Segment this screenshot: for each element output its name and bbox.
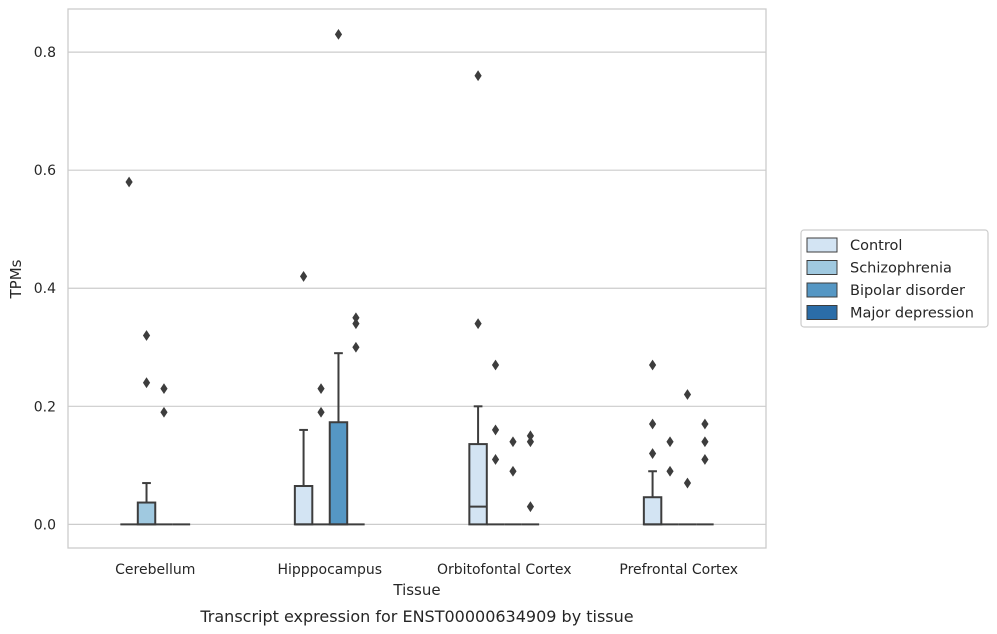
y-tick-label: 0.0 <box>34 517 56 533</box>
y-tick-label: 0.6 <box>34 163 56 179</box>
legend-items: Control Schizophrenia Bipolar disorder Majo… <box>806 237 974 322</box>
x-tick-label: Prefrontal Cortex <box>619 562 738 578</box>
box-body <box>293 485 314 526</box>
outlier-point <box>509 436 517 448</box>
box-series <box>120 352 714 526</box>
outlier-point <box>509 465 517 477</box>
outlier-point <box>491 359 500 371</box>
outlier-point <box>352 312 360 324</box>
outlier-point <box>491 454 500 465</box>
y-tick-label: 0.4 <box>34 281 56 297</box>
x-axis-title: Tissue <box>392 581 440 599</box>
legend-label: Schizophrenia <box>850 261 952 277</box>
outlier-point <box>701 454 709 465</box>
legend-swatch <box>806 282 838 298</box>
outlier-point <box>352 341 360 353</box>
outlier-point <box>317 383 325 395</box>
outlier-point <box>683 389 692 400</box>
outlier-point <box>683 477 692 489</box>
series-bipolar-disorder <box>155 352 697 526</box>
x-tick-label: Orbitofontal Cortex <box>437 562 572 578</box>
outlier-point <box>299 271 308 282</box>
outlier-point <box>474 70 482 82</box>
outlier-point <box>334 28 343 40</box>
legend-label: Major depression <box>850 306 974 322</box>
outlier-point <box>666 465 674 477</box>
legend-label: Control <box>850 238 902 254</box>
outlier-point <box>526 436 535 448</box>
box-body <box>642 496 663 526</box>
outlier-point <box>701 418 709 430</box>
y-axis-ticks: 0.0 0.2 0.4 0.6 0.8 <box>34 45 56 533</box>
outlier-point <box>125 176 133 188</box>
outlier-point <box>648 448 657 459</box>
x-tick-label: Hipppocampus <box>277 562 382 578</box>
y-tick-label: 0.2 <box>34 399 56 415</box>
box <box>642 470 663 526</box>
legend-swatch <box>806 260 838 275</box>
box <box>293 428 314 526</box>
y-axis-title: TPMs <box>7 259 25 299</box>
outlier-point <box>160 406 168 418</box>
outlier-point <box>648 418 657 430</box>
box <box>136 482 157 526</box>
outlier-point <box>160 383 168 395</box>
plot-area-frame <box>67 8 767 549</box>
legend-frame <box>800 229 989 328</box>
legend-swatch <box>806 305 838 320</box>
legend: Control Schizophrenia Bipolar disorder Majo… <box>800 229 989 328</box>
outlier-point <box>142 330 151 341</box>
series-control <box>120 405 663 526</box>
box <box>328 352 349 526</box>
x-axis-ticks: Cerebellum Hipppocampus Orbitofontal Corte… <box>115 562 738 578</box>
outlier-point <box>666 436 674 448</box>
box-body <box>468 443 488 526</box>
box <box>468 405 488 526</box>
outlier-point <box>526 501 535 513</box>
outlier-point <box>142 377 151 389</box>
outlier-points <box>125 28 709 513</box>
chart-title: Transcript expression for ENST0000063490… <box>199 607 633 626</box>
outlier-point <box>317 406 325 418</box>
legend-swatch <box>806 237 838 253</box>
legend-label: Bipolar disorder <box>850 283 965 299</box>
outlier-point <box>701 436 709 448</box>
x-tick-label: Cerebellum <box>115 562 195 578</box>
outlier-point <box>526 430 535 442</box>
series-schizophrenia <box>136 482 679 526</box>
box-body <box>328 421 349 526</box>
outlier-point <box>491 424 500 436</box>
outlier-point <box>352 318 360 330</box>
outlier-point <box>474 318 482 330</box>
y-tick-label: 0.8 <box>34 45 56 61</box>
grid-lines <box>68 51 766 525</box>
box-body <box>136 501 157 526</box>
outlier-point <box>648 359 657 371</box>
